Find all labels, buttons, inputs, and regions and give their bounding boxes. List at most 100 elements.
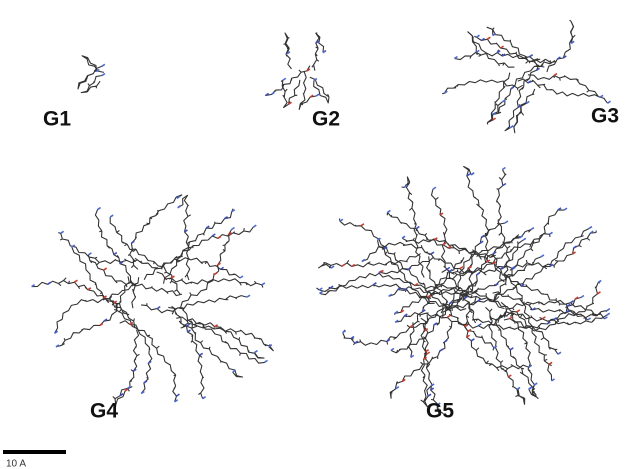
atom-accent (217, 263, 220, 265)
atom-accent (343, 331, 346, 333)
atom-accent (508, 375, 511, 377)
atom-accent (511, 87, 514, 89)
atom-accent (342, 264, 345, 266)
atom-accent (255, 351, 258, 353)
atom-accent (157, 307, 160, 309)
atom-accent (528, 81, 531, 83)
atom-accent (447, 315, 450, 317)
atom-accent (114, 253, 117, 255)
atom-accent (110, 215, 113, 217)
atom-accent (133, 369, 136, 371)
atom-accent (503, 184, 506, 186)
atom-accent (398, 288, 401, 290)
atom-accent (534, 383, 537, 385)
page: {"figure": {"labels": ["G1", "G2", "G3",… (0, 0, 628, 469)
atom-accent (416, 227, 419, 229)
atom-accent (387, 339, 390, 341)
molecule (317, 167, 607, 414)
atom-accent (272, 92, 275, 94)
atom-accent (283, 78, 286, 80)
atom-accent (447, 267, 450, 269)
atom-accent (604, 317, 607, 319)
figure: G1 G2 G3 G4 G5 10 A (0, 0, 628, 469)
atom-accent (449, 270, 452, 272)
atom-accent (434, 323, 437, 325)
atom-accent (408, 268, 411, 270)
atom-accent (597, 292, 600, 294)
atom-accent (262, 283, 265, 285)
atom-accent (88, 288, 91, 290)
atom-accent (148, 361, 151, 363)
atom-accent (502, 167, 505, 169)
atom-accent (589, 227, 592, 229)
molecule (442, 20, 607, 133)
atom-accent (102, 64, 105, 66)
atom-accent (517, 310, 520, 312)
atom-accent (431, 252, 434, 254)
atom-accent (240, 276, 243, 278)
atom-accent (387, 210, 390, 212)
atom-accent (558, 352, 561, 354)
atom-accent (319, 288, 322, 290)
atom-accent (478, 324, 481, 326)
atom-accent (530, 55, 533, 57)
atom-accent (218, 236, 221, 238)
molecule (78, 56, 104, 93)
atom-accent (428, 295, 431, 297)
atom-accent (541, 255, 544, 257)
atom-accent (501, 46, 504, 48)
atom-accent (529, 387, 532, 389)
atom-accent (501, 267, 504, 269)
atom-accent (487, 37, 490, 39)
atom-accent (510, 126, 513, 128)
atom-accent (440, 349, 443, 351)
atom-accent (523, 238, 526, 240)
generation-label: G3 (591, 105, 619, 128)
atom-accent (471, 173, 474, 175)
atom-accent (74, 280, 77, 282)
atom-accent (232, 227, 235, 229)
atom-accent (574, 246, 577, 248)
generation-label: G5 (426, 400, 454, 423)
atom-accent (520, 236, 523, 238)
atom-accent (253, 225, 256, 227)
generation-label: G1 (43, 108, 71, 131)
atom-accent (460, 267, 463, 269)
atom-accent (141, 391, 144, 393)
atom-accent (598, 280, 601, 282)
atom-accent (61, 231, 64, 233)
atom-accent (428, 394, 431, 396)
atom-accent (427, 352, 430, 354)
atom-accent (88, 253, 91, 255)
atom-accent (600, 95, 603, 97)
atom-accent (265, 360, 268, 362)
atom-accent (214, 273, 217, 275)
atom-accent (212, 234, 215, 236)
atom-accent (608, 101, 611, 103)
atom-accent (433, 187, 436, 189)
atom-accent (362, 259, 365, 261)
atom-accent (203, 397, 206, 399)
atom-accent (316, 94, 319, 96)
atom-accent (471, 339, 474, 341)
atom-accent (391, 348, 394, 350)
atom-accent (361, 224, 364, 226)
atom-accent (320, 291, 323, 293)
generation-label: G2 (312, 108, 340, 131)
atom-accent (607, 313, 610, 315)
atom-accent (331, 266, 334, 268)
atom-accent (402, 236, 405, 238)
atom-accent (102, 74, 105, 76)
atom-accent (200, 353, 203, 355)
atom-accent (547, 322, 550, 324)
atom-accent (554, 74, 557, 76)
atom-accent (469, 266, 472, 268)
atom-accent (531, 228, 534, 230)
atom-accent (454, 57, 457, 59)
atom-accent (477, 35, 480, 37)
atom-accent (510, 348, 513, 350)
atom-accent (571, 301, 574, 303)
atom-accent (176, 394, 179, 396)
atom-accent (444, 340, 447, 342)
molecule (266, 33, 329, 110)
